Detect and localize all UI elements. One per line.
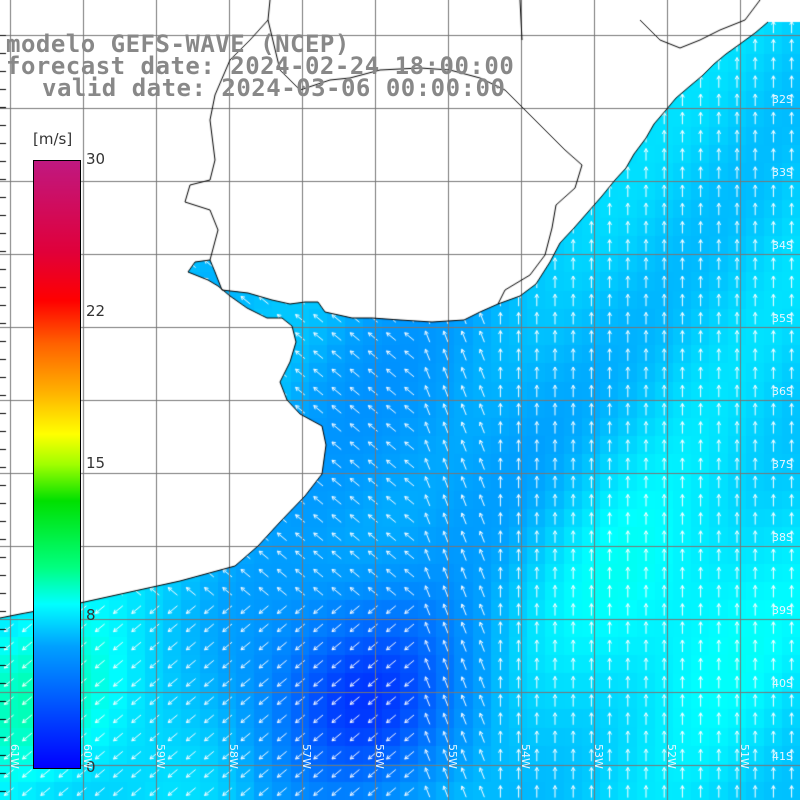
lon-label: 52W xyxy=(665,744,678,769)
forecast-date: forecast date: 2024-02-24 18:00:00 xyxy=(6,52,515,80)
colorbar-tick-8: 8 xyxy=(86,606,96,624)
colorbar-tick-15: 15 xyxy=(86,454,106,472)
lon-label: 53W xyxy=(592,744,605,769)
lat-label: 33S xyxy=(772,166,793,179)
colorbar-tick-30: 30 xyxy=(86,150,106,168)
lat-label: 40S xyxy=(772,677,793,690)
lon-label: 57W xyxy=(300,744,313,769)
lat-label: 37S xyxy=(772,458,793,471)
lat-label: 39S xyxy=(772,604,793,617)
lon-label: 60W xyxy=(81,744,94,769)
lon-label: 56W xyxy=(373,744,386,769)
valid-date: valid date: 2024-03-06 00:00:00 xyxy=(42,74,506,102)
colorbar-unit: [m/s] xyxy=(33,130,73,148)
colorbar-tick-22: 22 xyxy=(86,302,106,320)
colorbar-tick-0: 0 xyxy=(86,758,96,776)
lon-label: 54W xyxy=(519,744,532,769)
model-title: modelo GEFS-WAVE (NCEP) xyxy=(6,30,350,58)
lat-label: 35S xyxy=(772,312,793,325)
colorbar-gradient xyxy=(33,160,81,769)
lon-label: 51W xyxy=(738,744,751,769)
lat-label: 32S xyxy=(772,93,793,106)
lon-label: 58W xyxy=(227,744,240,769)
lon-label: 61W xyxy=(8,744,21,769)
lat-label: 34S xyxy=(772,239,793,252)
lat-label: 38S xyxy=(772,531,793,544)
lat-label: 36S xyxy=(772,385,793,398)
lon-label: 59W xyxy=(154,744,167,769)
lon-label: 55W xyxy=(446,744,459,769)
lat-label: 41S xyxy=(772,750,793,763)
